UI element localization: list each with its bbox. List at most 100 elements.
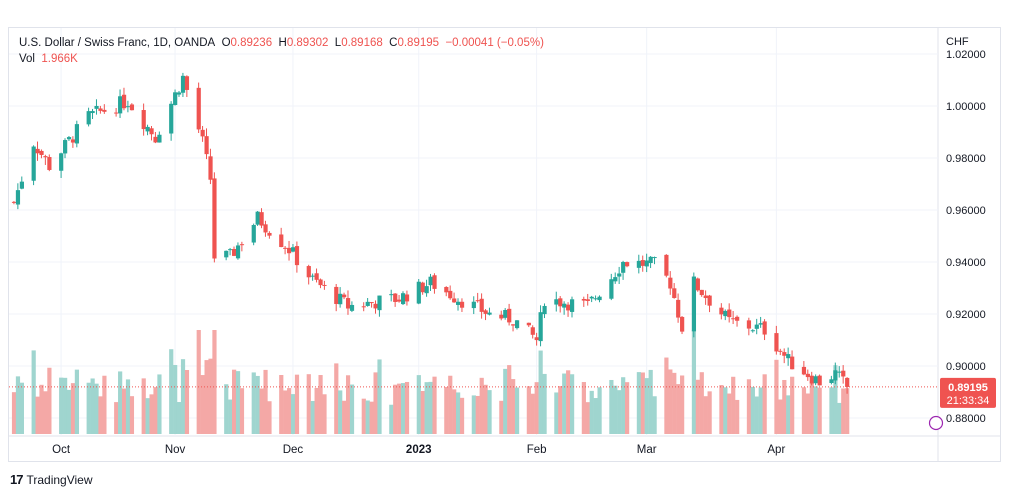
candle-body bbox=[813, 376, 818, 384]
volume-bar bbox=[401, 383, 406, 434]
legend-open-value: 0.89236 bbox=[230, 37, 273, 49]
volume-bar bbox=[809, 380, 814, 434]
candle-body bbox=[239, 244, 245, 246]
candle-body bbox=[404, 294, 410, 302]
candle-body bbox=[817, 375, 822, 386]
volume-bar bbox=[762, 374, 767, 434]
candle-body bbox=[401, 293, 406, 305]
x-tick-label: Dec bbox=[283, 444, 304, 456]
volume-bar bbox=[644, 378, 649, 434]
y-tick-label: 0.90000 bbox=[946, 361, 986, 373]
candle-body bbox=[70, 139, 76, 143]
candle-body bbox=[47, 157, 52, 170]
candle-body bbox=[538, 312, 543, 342]
volume-bar bbox=[837, 402, 842, 434]
candle-body bbox=[707, 295, 712, 306]
tradingview-logo-icon: 17 bbox=[10, 472, 24, 487]
candle-body bbox=[668, 277, 673, 289]
candle-body bbox=[420, 282, 425, 293]
volume-bar bbox=[538, 350, 543, 434]
candle-body bbox=[695, 278, 700, 291]
volume-bar bbox=[157, 374, 162, 434]
axis-currency-label: CHF bbox=[946, 36, 969, 48]
volume-bar bbox=[597, 387, 602, 434]
volume-bar bbox=[338, 390, 343, 434]
candle-body bbox=[837, 371, 842, 373]
candle-body bbox=[585, 299, 590, 301]
volume-bar bbox=[664, 357, 669, 434]
volume-bar bbox=[475, 395, 480, 434]
legend-open-label: O bbox=[221, 37, 231, 49]
candle-body bbox=[19, 181, 24, 189]
volume-bar bbox=[310, 400, 315, 434]
candle-body bbox=[754, 324, 759, 329]
y-tick-label: 0.98000 bbox=[946, 153, 986, 165]
volume-bar bbox=[129, 396, 135, 434]
candle-body bbox=[125, 106, 131, 108]
volume-bar bbox=[754, 396, 759, 434]
volume-bar bbox=[404, 381, 410, 434]
candle-body bbox=[479, 298, 484, 312]
candle-body bbox=[66, 137, 72, 140]
legend-volume-value: 1.966K bbox=[41, 53, 78, 65]
volume-bar bbox=[534, 382, 539, 434]
legend-symbol[interactable]: U.S. Dollar / Swiss Franc, 1D, OANDA bbox=[19, 37, 216, 49]
volume-bar bbox=[59, 377, 64, 434]
volume-bar bbox=[239, 388, 245, 434]
volume-bar bbox=[613, 385, 618, 434]
candle-body bbox=[31, 146, 36, 181]
footer-branding[interactable]: 17 TradingView bbox=[10, 472, 93, 487]
candle-body bbox=[102, 109, 107, 112]
volume-bar bbox=[817, 387, 822, 434]
x-tick-label: Apr bbox=[767, 444, 785, 456]
candle-body bbox=[369, 302, 374, 304]
volume-bar bbox=[373, 372, 378, 434]
candle-body bbox=[153, 136, 158, 143]
candle-body bbox=[731, 318, 736, 320]
candle-body bbox=[63, 140, 68, 154]
volume-bar bbox=[723, 387, 728, 434]
candle-body bbox=[589, 296, 594, 299]
candle-body bbox=[514, 320, 520, 329]
volume-bar bbox=[813, 386, 818, 434]
candle-body bbox=[314, 273, 319, 280]
candle-body bbox=[459, 301, 465, 308]
volume-bar bbox=[782, 379, 787, 434]
candle-body bbox=[294, 246, 300, 266]
candle-body bbox=[483, 310, 488, 314]
volume-bar bbox=[428, 381, 433, 434]
candle-body bbox=[279, 234, 284, 248]
candle-body bbox=[617, 273, 622, 277]
candle-body bbox=[283, 247, 288, 249]
candle-body bbox=[562, 303, 567, 308]
candle-body bbox=[184, 76, 190, 90]
candle-body bbox=[377, 295, 382, 311]
candle-body bbox=[114, 112, 119, 114]
y-tick-label: 1.02000 bbox=[946, 49, 986, 61]
volume-bar bbox=[66, 389, 72, 434]
volume-bar bbox=[640, 372, 645, 434]
volume-bar bbox=[456, 392, 461, 434]
volume-bar bbox=[566, 370, 571, 434]
volume-bar bbox=[232, 369, 237, 434]
volume-bar bbox=[63, 377, 68, 434]
candle-body bbox=[566, 304, 571, 311]
volume-bar bbox=[369, 401, 374, 434]
candle-body bbox=[644, 260, 649, 267]
volume-bar bbox=[511, 379, 516, 434]
scroll-to-realtime-icon[interactable] bbox=[928, 415, 944, 431]
volume-bar bbox=[70, 383, 76, 434]
current-price-label: 0.89195 bbox=[948, 382, 988, 394]
volume-bar bbox=[581, 382, 586, 434]
candle-body bbox=[774, 333, 779, 352]
candle-body bbox=[554, 299, 559, 305]
volume-bar bbox=[15, 376, 21, 434]
candle-body bbox=[829, 379, 834, 384]
volume-bar bbox=[114, 402, 119, 434]
volume-bar bbox=[196, 330, 201, 434]
candle-body bbox=[676, 299, 681, 318]
candle-body bbox=[790, 356, 795, 370]
candle-body bbox=[393, 293, 398, 302]
volume-bar bbox=[727, 393, 732, 434]
